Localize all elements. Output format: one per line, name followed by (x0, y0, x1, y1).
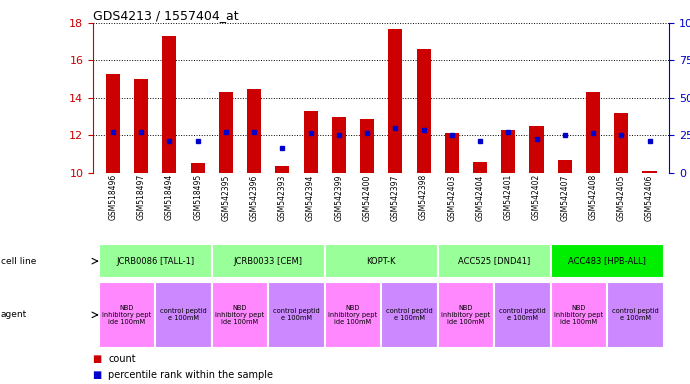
Bar (417, 49, 431, 173)
Text: NBD
inhibitory pept
ide 100mM: NBD inhibitory pept ide 100mM (442, 305, 491, 325)
Text: control peptid
e 100mM: control peptid e 100mM (612, 308, 659, 321)
Bar (388, 29, 402, 173)
Bar (614, 113, 629, 173)
Text: NBD
inhibitory pept
ide 100mM: NBD inhibitory pept ide 100mM (215, 305, 264, 325)
Bar (551, 244, 664, 278)
Text: GDS4213 / 1557404_at: GDS4213 / 1557404_at (93, 9, 239, 22)
Bar (106, 74, 120, 173)
Bar (268, 282, 325, 348)
Text: ACC525 [DND41]: ACC525 [DND41] (458, 257, 531, 266)
Text: cell line: cell line (1, 257, 36, 266)
Text: ■: ■ (93, 370, 106, 381)
Text: agent: agent (1, 310, 27, 319)
Bar (473, 162, 487, 173)
Bar (642, 171, 657, 173)
Bar (381, 282, 437, 348)
Text: NBD
inhibitory pept
ide 100mM: NBD inhibitory pept ide 100mM (103, 305, 152, 325)
Text: NBD
inhibitory pept
ide 100mM: NBD inhibitory pept ide 100mM (554, 305, 604, 325)
Text: KOPT-K: KOPT-K (366, 257, 396, 266)
Bar (162, 36, 177, 173)
Bar (275, 166, 289, 173)
Text: control peptid
e 100mM: control peptid e 100mM (273, 308, 320, 321)
Bar (304, 111, 317, 173)
Text: percentile rank within the sample: percentile rank within the sample (108, 370, 273, 381)
Bar (494, 282, 551, 348)
Bar (586, 92, 600, 173)
Bar (212, 282, 268, 348)
Bar (212, 244, 325, 278)
Bar (155, 282, 212, 348)
Text: NBD
inhibitory pept
ide 100mM: NBD inhibitory pept ide 100mM (328, 305, 377, 325)
Bar (325, 282, 381, 348)
Bar (190, 164, 205, 173)
Bar (325, 244, 437, 278)
Bar (134, 79, 148, 173)
Bar (607, 282, 664, 348)
Bar (247, 89, 262, 173)
Text: ■: ■ (93, 354, 106, 364)
Text: JCRB0086 [TALL-1]: JCRB0086 [TALL-1] (116, 257, 195, 266)
Bar (219, 92, 233, 173)
Bar (445, 134, 459, 173)
Text: ACC483 [HPB-ALL]: ACC483 [HPB-ALL] (569, 257, 646, 266)
Bar (332, 117, 346, 173)
Bar (501, 130, 515, 173)
Bar (529, 126, 544, 173)
Bar (551, 282, 607, 348)
Bar (360, 119, 374, 173)
Text: control peptid
e 100mM: control peptid e 100mM (499, 308, 546, 321)
Bar (437, 282, 494, 348)
Bar (437, 244, 551, 278)
Text: control peptid
e 100mM: control peptid e 100mM (386, 308, 433, 321)
Bar (558, 160, 572, 173)
Text: count: count (108, 354, 136, 364)
Bar (99, 282, 155, 348)
Bar (99, 244, 212, 278)
Text: JCRB0033 [CEM]: JCRB0033 [CEM] (234, 257, 303, 266)
Text: control peptid
e 100mM: control peptid e 100mM (160, 308, 207, 321)
